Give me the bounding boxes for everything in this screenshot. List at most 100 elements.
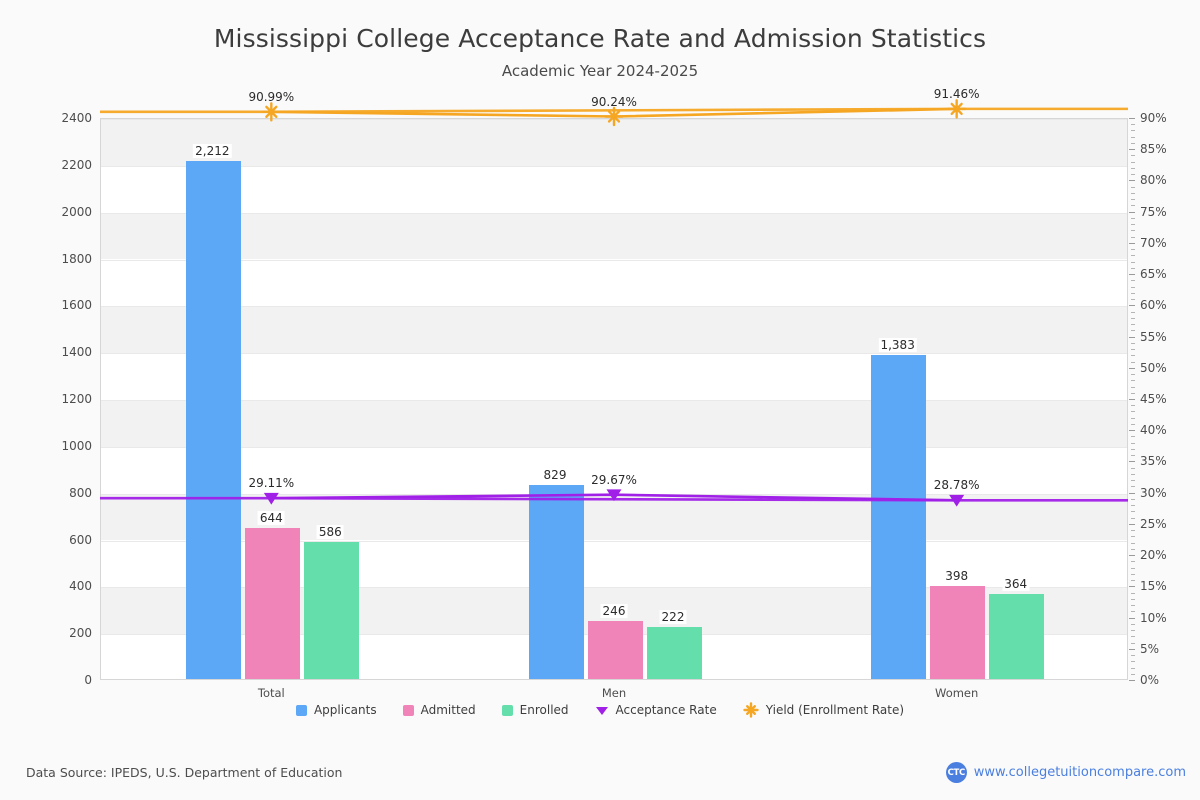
y-axis-right-minor-tick xyxy=(1131,567,1135,569)
bar-admitted-women[interactable] xyxy=(930,585,986,679)
legend-item-enrolled[interactable]: Enrolled xyxy=(501,703,569,717)
y-axis-right-minor-tick xyxy=(1131,661,1135,663)
y-axis-right-minor-tick xyxy=(1131,186,1135,188)
y-axis-left-tick-label: 600 xyxy=(69,532,92,547)
page-title: Mississippi College Acceptance Rate and … xyxy=(213,24,987,53)
y-axis-right-minor-tick xyxy=(1131,667,1135,669)
line-yield-enrollment-rate- xyxy=(271,107,957,118)
y-axis-right-minor-tick xyxy=(1131,349,1135,351)
y-axis-left-tick-label: 2400 xyxy=(61,111,92,125)
y-axis-right-minor-tick xyxy=(1131,605,1135,607)
y-axis-right-minor-tick xyxy=(1131,436,1135,438)
y-axis-right-minor-tick xyxy=(1131,230,1135,232)
y-axis-left-tick-label: 1200 xyxy=(61,392,92,406)
y-axis-right-tick-label: 85% xyxy=(1140,142,1167,157)
chart-subtitle: Academic Year 2024-2025 xyxy=(501,62,699,80)
y-axis-right-minor-tick xyxy=(1131,267,1135,269)
gridline xyxy=(101,587,1127,589)
y-axis-left-tick-label: 200 xyxy=(69,626,92,641)
gridline xyxy=(101,353,1127,355)
legend-item-applicants[interactable]: Applicants xyxy=(295,703,377,717)
brand-url-link[interactable]: www.collegetuitioncompare.com xyxy=(973,765,1186,780)
gridline xyxy=(101,212,1127,214)
brand-footer[interactable]: CTC www.collegetuitioncompare.com xyxy=(945,762,1186,783)
legend-label: Admitted xyxy=(420,703,476,717)
legend-swatch-icon xyxy=(501,704,513,716)
y-axis-right-minor-tick xyxy=(1131,611,1135,613)
y-axis-right-tick xyxy=(1129,180,1135,182)
y-axis-right-minor-tick xyxy=(1131,317,1135,319)
y-axis-right-minor-tick xyxy=(1131,386,1135,388)
y-axis-right-minor-tick xyxy=(1131,517,1135,519)
chart-plot-area xyxy=(100,118,1128,680)
y-axis-right-tick xyxy=(1129,617,1135,619)
star-marker[interactable] xyxy=(946,99,967,119)
grid-band xyxy=(101,119,1127,166)
y-axis-right-tick xyxy=(1129,336,1135,338)
y-axis-right-minor-tick xyxy=(1131,292,1135,294)
legend-item-yield-enrollment-rate[interactable]: Yield (Enrollment Rate) xyxy=(743,702,904,718)
y-axis-right-minor-tick xyxy=(1131,155,1135,157)
legend-item-acceptance-rate[interactable]: Acceptance Rate xyxy=(595,703,717,717)
triangle-down-icon xyxy=(595,707,608,715)
y-axis-right-tick-label: 55% xyxy=(1140,329,1167,344)
y-axis-right-minor-tick xyxy=(1131,580,1135,582)
y-axis-right-tick-label: 65% xyxy=(1140,267,1167,282)
grid-band xyxy=(101,212,1127,260)
legend-item-admitted[interactable]: Admitted xyxy=(402,703,476,717)
x-axis-label-women: Women xyxy=(935,686,979,700)
y-axis-right-minor-tick xyxy=(1131,174,1135,176)
chart-legend: Applicants Admitted Enrolled Acceptance Rat… xyxy=(0,702,1200,718)
y-axis-right-minor-tick xyxy=(1131,630,1135,632)
bar-value-label: 222 xyxy=(659,610,687,624)
y-axis-right-minor-tick xyxy=(1131,417,1135,419)
y-axis-right-minor-tick xyxy=(1131,124,1135,126)
bar-admitted-total[interactable] xyxy=(244,528,300,679)
y-axis-right-minor-tick xyxy=(1131,217,1135,219)
bar-enrolled-total[interactable] xyxy=(303,541,359,679)
y-axis-right-minor-tick xyxy=(1131,299,1135,301)
gridline xyxy=(101,165,1127,167)
y-axis-left-tick-label: 1000 xyxy=(61,438,92,453)
bar-applicants-total[interactable] xyxy=(185,161,241,679)
point-value-label: 91.46% xyxy=(933,86,980,101)
y-axis-right-minor-tick xyxy=(1131,224,1135,226)
y-axis-right-minor-tick xyxy=(1131,161,1135,163)
point-value-label: 90.24% xyxy=(591,94,637,109)
legend-label: Yield (Enrollment Rate) xyxy=(765,703,905,717)
legend-label: Applicants xyxy=(313,703,377,717)
bar-value-label: 364 xyxy=(1002,576,1030,591)
y-axis-right-tick-label: 45% xyxy=(1140,392,1167,406)
y-axis-right-tick-label: 75% xyxy=(1140,204,1167,219)
y-axis-left-tick-label: 1800 xyxy=(61,251,92,266)
y-axis-right-minor-tick xyxy=(1131,249,1135,251)
y-axis-left-tick-label: 400 xyxy=(69,579,92,594)
y-axis-right-minor-tick xyxy=(1131,255,1135,257)
y-axis-right-minor-tick xyxy=(1131,530,1135,532)
bar-value-label: 1,383 xyxy=(878,338,917,353)
y-axis-right-minor-tick xyxy=(1131,205,1135,207)
bar-admitted-men[interactable] xyxy=(587,621,643,679)
y-axis-right-tick-label: 20% xyxy=(1140,548,1167,563)
star-icon xyxy=(743,702,759,718)
bar-applicants-men[interactable] xyxy=(528,484,584,679)
y-axis-left-tick-label: 1400 xyxy=(61,345,92,360)
y-axis-right-minor-tick xyxy=(1131,280,1135,282)
y-axis-right-minor-tick xyxy=(1131,374,1135,376)
y-axis-left-tick-label: 2200 xyxy=(61,157,92,172)
y-axis-right-tick-label: 80% xyxy=(1140,173,1167,188)
bar-value-label: 829 xyxy=(541,467,569,482)
y-axis-right-tick xyxy=(1129,149,1135,151)
gridline xyxy=(101,540,1127,542)
y-axis-right-minor-tick xyxy=(1131,511,1135,513)
y-axis-right-minor-tick xyxy=(1131,598,1135,600)
bar-enrolled-men[interactable] xyxy=(646,627,702,679)
y-axis-right-tick xyxy=(1129,274,1135,276)
bar-enrolled-women[interactable] xyxy=(989,593,1045,679)
y-axis-right-tick-label: 0% xyxy=(1140,673,1160,687)
grid-band xyxy=(101,400,1127,447)
y-axis-right-minor-tick xyxy=(1131,548,1135,550)
y-axis-right-tick xyxy=(1129,305,1135,307)
bar-applicants-women[interactable] xyxy=(871,355,927,679)
y-axis-right-minor-tick xyxy=(1131,623,1135,625)
